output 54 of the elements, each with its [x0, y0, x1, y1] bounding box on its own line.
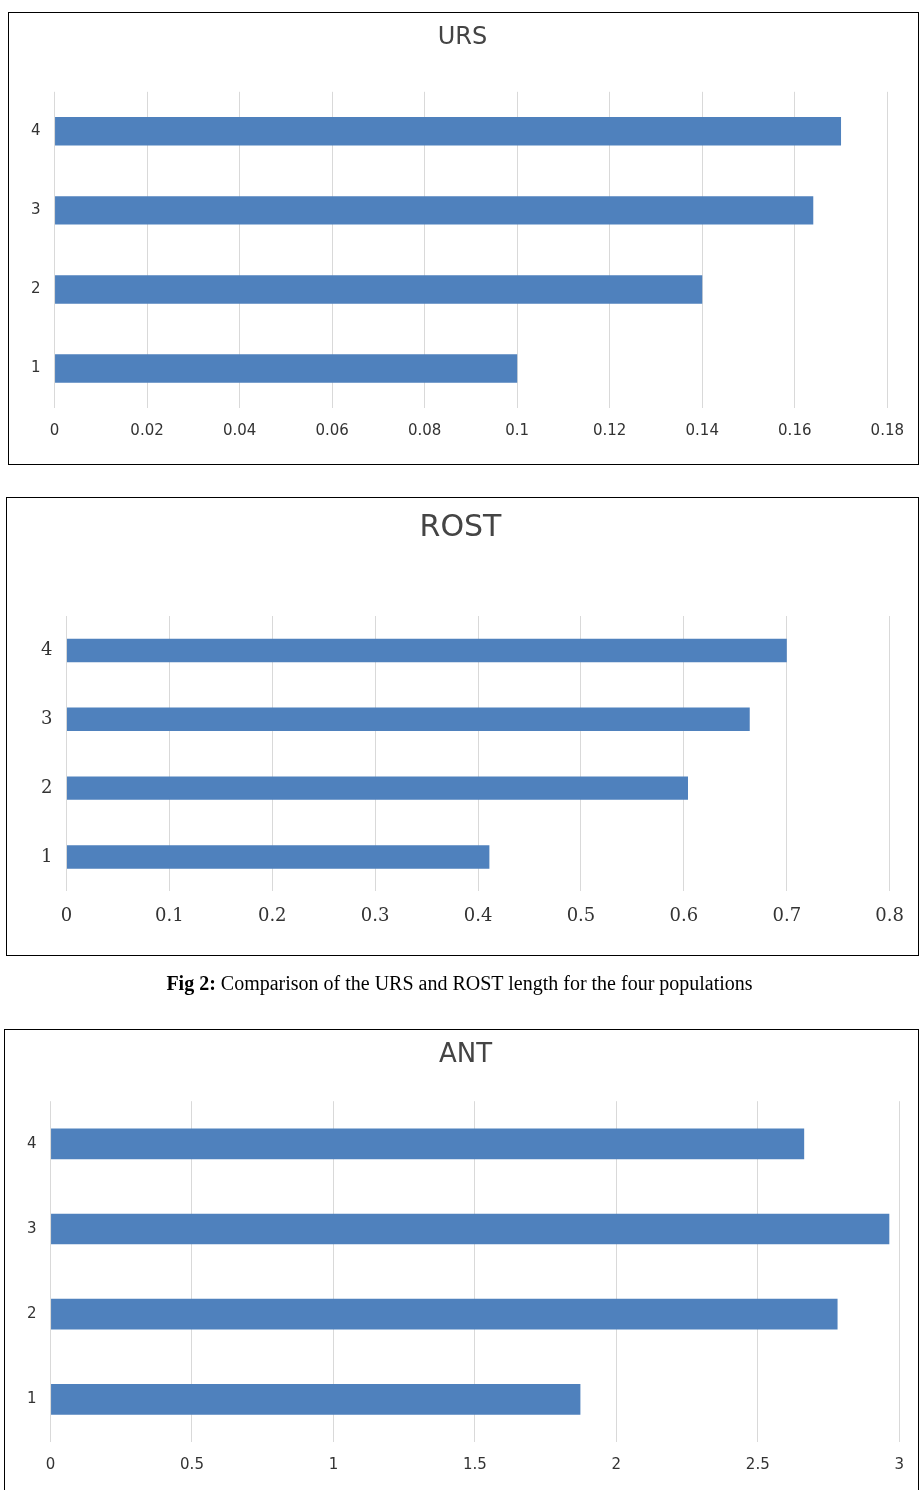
- y-tick-label: 2: [41, 775, 53, 797]
- y-tick-label: 4: [27, 1133, 37, 1152]
- bar: [66, 638, 787, 663]
- bar: [66, 845, 490, 869]
- x-tick-label: 0.1: [155, 903, 184, 925]
- x-tick-label: 0.7: [772, 903, 802, 925]
- x-tick-label: 1: [328, 1454, 339, 1473]
- x-tick-label: 0: [45, 1454, 56, 1473]
- x-tick-label: 0.08: [407, 420, 442, 439]
- x-tick-label: 0.18: [870, 420, 904, 439]
- y-tick-label: 2: [27, 1304, 37, 1323]
- chart-title: ANT: [438, 1038, 493, 1069]
- x-tick-label: 0.02: [130, 420, 164, 439]
- x-tick-label: 0.16: [778, 420, 812, 439]
- y-tick-label: 3: [41, 706, 53, 728]
- y-tick-label: 4: [41, 638, 53, 660]
- y-tick-label: 3: [31, 200, 41, 219]
- y-tick-label: 1: [27, 1389, 37, 1408]
- bar: [51, 1128, 805, 1160]
- bar: [55, 275, 703, 304]
- x-tick-label: 0.4: [463, 903, 493, 925]
- y-tick-label: 3: [27, 1218, 37, 1237]
- x-tick-label: 0.6: [669, 903, 699, 925]
- x-tick-label: 0.12: [593, 420, 627, 439]
- bar: [66, 707, 750, 731]
- x-tick-label: 0.06: [315, 420, 349, 439]
- x-tick-label: 0.5: [566, 903, 596, 925]
- bar: [51, 1213, 890, 1245]
- bar: [66, 776, 688, 800]
- x-tick-label: 0.04: [222, 420, 257, 439]
- x-tick-label: 3: [894, 1454, 904, 1473]
- x-tick-label: 2: [611, 1454, 622, 1473]
- y-tick-label: 4: [31, 121, 41, 140]
- bar: [55, 354, 518, 383]
- x-tick-label: 0.5: [180, 1454, 204, 1473]
- y-tick-label: 1: [41, 844, 53, 866]
- x-tick-label: 0.2: [257, 903, 287, 925]
- x-tick-label: 0.14: [685, 420, 719, 439]
- y-tick-label: 1: [31, 358, 41, 377]
- x-tick-label: 2.5: [745, 1454, 770, 1473]
- bar: [51, 1298, 838, 1330]
- bar: [51, 1384, 581, 1415]
- x-tick-label: 1.5: [462, 1454, 487, 1473]
- y-tick-label: 2: [31, 279, 41, 298]
- x-tick-label: 0.1: [505, 420, 530, 439]
- x-tick-label: 0: [60, 903, 73, 925]
- chart-title: URS: [437, 21, 488, 50]
- chart-title: ROST: [419, 507, 503, 543]
- bar: [55, 196, 814, 225]
- x-tick-label: 0: [49, 420, 60, 439]
- x-tick-label: 0.3: [360, 903, 390, 925]
- bar: [55, 117, 842, 146]
- x-tick-label: 0.8: [875, 903, 905, 925]
- caption: Fig 2: Comparison of the URS and ROST length for the four populations: [165, 972, 754, 995]
